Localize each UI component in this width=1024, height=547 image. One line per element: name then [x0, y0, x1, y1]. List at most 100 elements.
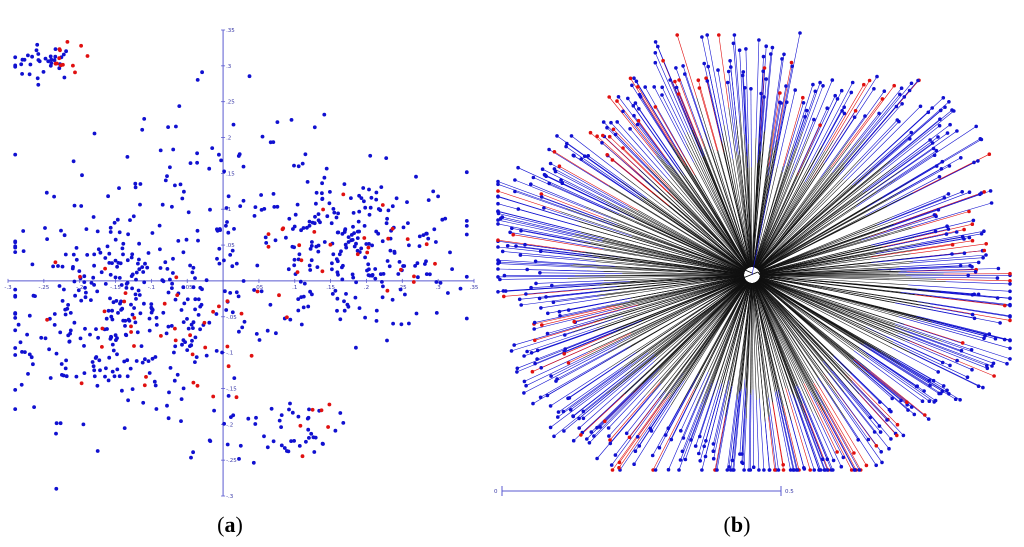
blue-data-point	[175, 372, 180, 377]
blue-terminal-branch	[684, 74, 705, 133]
tree-branch	[752, 282, 769, 417]
red-terminal-branch	[910, 243, 987, 255]
blue-data-point	[373, 276, 378, 281]
red-terminal-branch	[607, 154, 669, 206]
blue-data-point	[23, 350, 27, 354]
red-leaf-node	[552, 150, 557, 154]
blue-data-point	[49, 57, 54, 62]
blue-leaf-node	[842, 105, 846, 109]
blue-terminal-branch	[827, 385, 883, 463]
blue-terminal-branch	[828, 373, 875, 433]
red-data-point	[310, 407, 315, 412]
red-leaf-node	[617, 460, 622, 465]
tree-branch	[759, 269, 879, 275]
blue-terminal-branch	[540, 250, 600, 259]
blue-leaf-node	[727, 465, 731, 469]
blue-data-point	[147, 316, 152, 321]
scale-bar-max-label: 0.5	[785, 489, 794, 495]
blue-leaf-node	[564, 144, 568, 149]
blue-terminal-branch	[540, 298, 600, 309]
tree-branch	[620, 280, 747, 398]
blue-leaf-node	[669, 437, 674, 442]
blue-data-point	[226, 194, 231, 199]
blue-leaf-node	[519, 303, 523, 307]
blue-data-point	[262, 434, 266, 439]
blue-terminal-branch	[900, 268, 999, 272]
blue-terminal-branch	[559, 300, 630, 317]
blue-terminal-branch	[880, 132, 948, 182]
red-leaf-node	[808, 468, 812, 472]
blue-terminal-branch	[547, 348, 627, 396]
blue-terminal-branch	[635, 102, 680, 168]
blue-data-point	[374, 319, 379, 323]
blue-data-point	[92, 131, 97, 136]
blue-data-point	[109, 334, 113, 339]
tree-branch	[668, 164, 748, 269]
blue-data-point	[195, 228, 200, 233]
blue-terminal-branch	[866, 165, 937, 208]
blue-data-point	[384, 156, 389, 161]
blue-data-point	[141, 270, 146, 274]
blue-data-point	[238, 443, 243, 448]
blue-data-point	[70, 266, 75, 271]
tree-panel: 0 0.5	[494, 31, 1012, 496]
tree-branch	[756, 158, 861, 269]
red-data-point	[281, 226, 286, 231]
blue-terminal-branch	[668, 373, 699, 429]
blue-leaf-node	[525, 349, 529, 354]
tree-branch	[624, 279, 746, 376]
blue-data-point	[309, 431, 314, 436]
blue-data-point	[61, 52, 66, 57]
blue-data-point	[230, 310, 235, 315]
blue-data-point	[364, 242, 369, 246]
blue-terminal-branch	[920, 230, 984, 244]
tree-branch	[754, 282, 824, 411]
blue-data-point	[189, 455, 193, 460]
blue-data-point	[172, 350, 176, 355]
tree-branch	[612, 225, 745, 272]
red-data-point	[386, 236, 391, 241]
blue-data-point	[313, 214, 317, 219]
blue-terminal-branch	[543, 207, 632, 237]
blue-terminal-branch	[760, 79, 767, 152]
blue-leaf-node	[715, 468, 719, 472]
tree-branch	[756, 280, 854, 360]
blue-data-point	[356, 219, 361, 224]
blue-leaf-node	[776, 468, 781, 472]
blue-data-point	[68, 331, 72, 336]
blue-data-point	[275, 204, 280, 209]
blue-terminal-branch	[899, 262, 979, 268]
blue-data-point	[172, 378, 177, 383]
red-leaf-node	[511, 232, 515, 237]
tree-branch	[690, 134, 750, 268]
y-tick-label: -.15	[226, 386, 237, 392]
blue-data-point	[207, 166, 212, 171]
blue-leaf-node	[683, 457, 688, 462]
blue-terminal-branch	[881, 228, 949, 245]
blue-terminal-branch	[929, 291, 998, 299]
blue-leaf-node	[566, 308, 571, 312]
tree-branch	[758, 278, 893, 349]
blue-data-point	[13, 152, 18, 157]
tree-branch	[630, 276, 745, 299]
blue-leaf-node	[703, 454, 708, 459]
blue-leaf-node	[725, 468, 730, 472]
tree-branch	[732, 158, 752, 268]
blue-leaf-node	[840, 109, 844, 113]
blue-leaf-node	[606, 426, 611, 430]
blue-data-point	[28, 62, 33, 67]
blue-leaf-node	[811, 82, 815, 87]
tree-branch	[753, 282, 796, 398]
blue-terminal-branch	[784, 415, 798, 471]
red-data-point	[225, 299, 230, 303]
tree-branch	[755, 281, 815, 384]
blue-leaf-node	[711, 449, 716, 454]
blue-terminal-branch	[638, 108, 685, 176]
blue-leaf-node	[790, 64, 794, 69]
blue-data-point	[402, 264, 407, 268]
tree-branch	[756, 281, 838, 381]
blue-data-point	[105, 244, 110, 249]
blue-data-point	[63, 366, 68, 371]
blue-leaf-node	[660, 85, 664, 90]
tree-branch	[599, 275, 745, 286]
